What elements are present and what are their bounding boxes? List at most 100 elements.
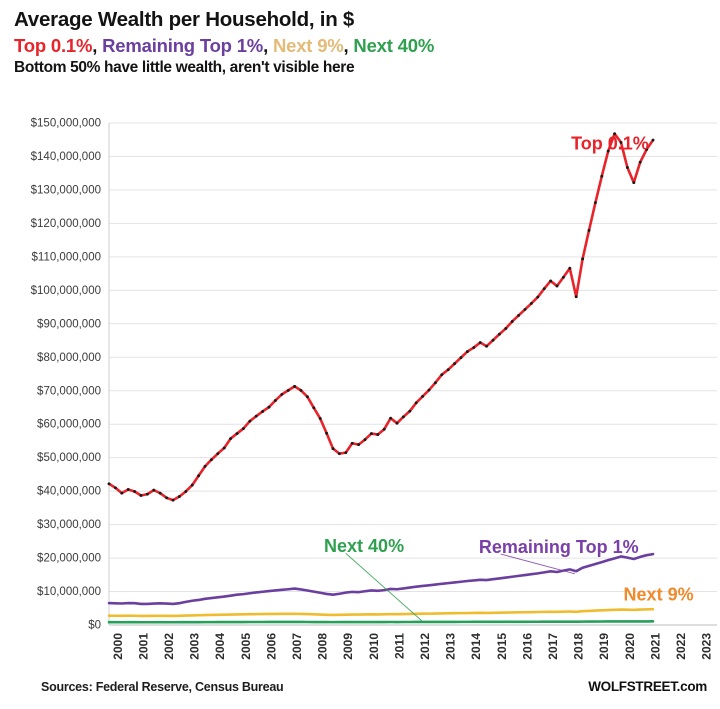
series-marker (574, 295, 578, 299)
series-marker (299, 388, 303, 392)
series-line-top-0-1 (107, 132, 655, 502)
series-marker (139, 494, 143, 497)
series-line-remaining-top-1 (107, 552, 655, 606)
series-marker (433, 381, 437, 385)
y-axis-tick-label: $120,000,000 (31, 218, 101, 230)
legend-label-remaining-top-1: Remaining Top 1% (102, 34, 264, 56)
series-marker (145, 492, 149, 496)
series-marker (529, 301, 533, 305)
series-marker (222, 446, 226, 450)
y-axis-tick-label: $30,000,000 (37, 519, 101, 531)
annotation-leader-line (500, 553, 576, 575)
series-marker (613, 132, 617, 136)
x-axis-tick-label: 2009 (341, 633, 355, 660)
series-marker (158, 491, 162, 495)
series-marker (369, 432, 373, 436)
series-marker (331, 447, 335, 451)
y-axis-tick-label: $90,000,000 (37, 318, 101, 330)
series-marker (651, 138, 655, 142)
x-axis-tick-label: 2002 (162, 633, 176, 660)
x-axis-tick-label: 2021 (648, 633, 662, 660)
x-axis-tick-label: 2016 (520, 633, 534, 660)
series-marker (549, 279, 553, 283)
series-marker (382, 427, 386, 431)
series-marker (241, 427, 245, 430)
x-axis-tick-label: 2010 (367, 633, 381, 660)
series-marker (465, 350, 469, 354)
series-marker (357, 443, 361, 447)
y-axis-labels: $0 $10,000,000 $20,000,000 $30,000,000 $40,0… (31, 118, 101, 632)
x-axis-tick-label: 2007 (290, 633, 304, 660)
series-marker (517, 313, 521, 317)
series-marker (440, 373, 444, 377)
x-axis-tick-label: 2022 (674, 633, 688, 660)
x-axis-tick-label: 2000 (111, 633, 125, 660)
series-marker (305, 395, 309, 399)
series-marker (581, 257, 585, 261)
y-axis-tick-label: $0 (88, 620, 101, 632)
series-marker (587, 228, 591, 232)
series-marker (408, 409, 412, 413)
annotation-leader-line (345, 553, 423, 622)
series-marker (555, 284, 559, 288)
series-marker (184, 490, 188, 493)
series-marker (312, 406, 316, 410)
legend-label-next-40: Next 40% (353, 34, 435, 56)
series-marker (325, 431, 329, 435)
series-marker (472, 346, 476, 350)
legend-subtitle: Top 0.1%, Remaining Top 1%, Next 9%, Nex… (14, 35, 714, 56)
series-marker (235, 432, 239, 436)
x-axis-tick-label: 2015 (495, 633, 509, 660)
annotation-next-9: Next 9% (624, 585, 694, 605)
x-axis-tick-label: 2005 (239, 633, 253, 660)
y-axis-tick-label: $150,000,000 (31, 118, 101, 130)
series-marker (561, 275, 565, 279)
series-marker (401, 415, 405, 419)
x-axis-tick-label: 2020 (623, 633, 637, 660)
series-line-next-40 (107, 620, 655, 624)
chart-title: Average Wealth per Household, in $ (14, 8, 355, 31)
series-marker (344, 451, 348, 455)
series-marker (165, 496, 169, 500)
series-marker (619, 140, 623, 144)
series-marker (504, 327, 508, 330)
series-marker (536, 295, 540, 299)
data-series (107, 132, 655, 624)
series-marker (593, 201, 597, 205)
series-marker (203, 464, 207, 468)
series-marker (273, 398, 277, 402)
series-marker (638, 160, 642, 164)
series-marker (209, 458, 213, 462)
series-marker (337, 452, 341, 456)
series-marker (197, 474, 201, 478)
series-marker (376, 433, 380, 437)
x-axis-tick-label: 2004 (213, 633, 227, 660)
brand-label: WOLFSTREET.com (588, 679, 707, 694)
series-marker (248, 419, 252, 423)
y-axis-tick-label: $50,000,000 (37, 452, 101, 464)
series-marker (293, 384, 297, 388)
series-marker (280, 392, 284, 396)
series-marker (318, 417, 322, 420)
series-marker (600, 174, 604, 178)
series-marker (510, 320, 514, 323)
y-axis-tick-label: $60,000,000 (37, 419, 101, 431)
gridlines (108, 122, 717, 626)
series-marker (261, 410, 265, 413)
series-marker (485, 344, 489, 348)
series-marker (645, 147, 649, 151)
x-axis-tick-label: 2006 (264, 633, 278, 660)
chart-header: Average Wealth per Household, in $ Top 0… (14, 8, 714, 77)
chart-note: Bottom 50% have little wealth, aren't vi… (14, 58, 355, 76)
y-axis-tick-label: $10,000,000 (37, 586, 101, 598)
y-axis-tick-label: $70,000,000 (37, 385, 101, 397)
series-marker (606, 149, 610, 153)
series-marker (632, 181, 636, 185)
series-marker (421, 394, 425, 398)
y-axis-tick-label: $130,000,000 (31, 184, 101, 196)
y-axis-tick-label: $140,000,000 (31, 151, 101, 163)
series-marker (120, 491, 124, 495)
x-axis-tick-label: 2012 (418, 633, 432, 660)
x-axis-tick-label: 2023 (700, 633, 714, 660)
legend-separator: , (92, 34, 103, 56)
